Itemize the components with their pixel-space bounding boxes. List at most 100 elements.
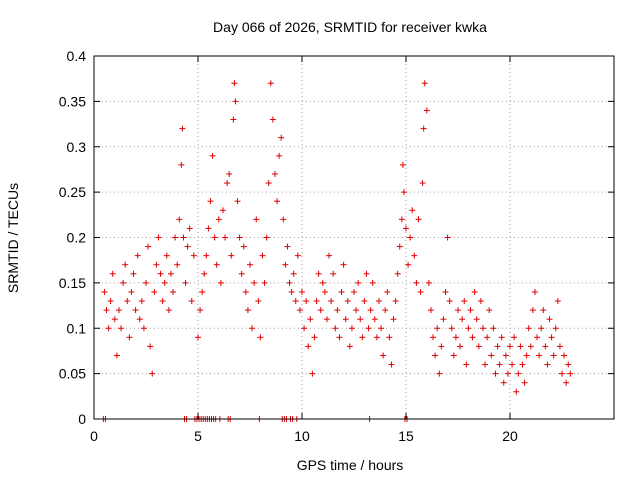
data-point [305, 343, 312, 350]
data-point [486, 307, 493, 314]
data-point [434, 325, 441, 332]
data-point [321, 288, 328, 295]
data-point [507, 343, 513, 350]
y-tick-label: 0.15 [59, 275, 86, 291]
data-point [301, 325, 308, 332]
data-point [178, 161, 185, 168]
data-point [384, 288, 391, 295]
data-point [344, 298, 351, 305]
data-point [126, 334, 133, 341]
data-point [330, 270, 337, 277]
data-point [479, 325, 486, 332]
data-point [328, 298, 335, 305]
data-point [490, 325, 497, 332]
data-point [238, 270, 245, 277]
grid [94, 56, 614, 419]
data-point [122, 261, 129, 268]
data-point [482, 361, 489, 368]
data-point [463, 361, 470, 368]
data-point [130, 270, 137, 277]
data-point [461, 298, 468, 305]
data-point [209, 152, 216, 159]
data-point [326, 252, 333, 259]
data-point [538, 325, 545, 332]
data-point [403, 225, 409, 232]
y-tick-label: 0.1 [67, 320, 87, 336]
data-point [467, 307, 474, 314]
data-point [317, 307, 324, 314]
data-point [513, 388, 520, 395]
chart-title: Day 066 of 2026, SRMTID for receiver kwk… [213, 19, 487, 35]
y-tick-label: 0.25 [59, 184, 86, 200]
data-point [332, 325, 339, 332]
data-point [348, 325, 355, 332]
data-point [109, 270, 116, 277]
data-point [567, 370, 574, 377]
data-point [207, 198, 214, 205]
data-point [103, 307, 110, 314]
data-point [184, 243, 191, 250]
data-point [477, 298, 484, 305]
data-point [438, 343, 445, 350]
data-point [407, 234, 414, 241]
data-point [552, 325, 559, 332]
data-point [469, 334, 476, 341]
data-point [307, 316, 314, 323]
data-point [253, 216, 260, 223]
data-point [415, 216, 422, 223]
data-point [215, 216, 222, 223]
data-point [375, 298, 382, 305]
data-point [205, 225, 212, 232]
data-point [236, 234, 243, 241]
data-point [396, 243, 403, 250]
data-point [371, 316, 378, 323]
x-tick-label: 20 [502, 428, 518, 444]
data-point [180, 234, 187, 241]
data-point [425, 279, 432, 286]
data-point [442, 288, 449, 295]
data-point [219, 207, 226, 214]
data-point [342, 316, 349, 323]
data-point [186, 225, 193, 232]
y-axis-label: SRMTID / TECUs [5, 183, 21, 293]
data-point [118, 325, 125, 332]
data-point [244, 307, 251, 314]
data-point [527, 343, 534, 350]
data-point [211, 234, 218, 241]
data-point [353, 307, 360, 314]
data-point [113, 352, 120, 359]
data-point [286, 279, 293, 286]
data-point [548, 334, 555, 341]
data-point [280, 216, 287, 223]
data-point [369, 279, 376, 286]
data-point [267, 80, 274, 87]
data-point [107, 298, 114, 305]
data-point [498, 334, 505, 341]
data-point [521, 379, 528, 386]
data-point [357, 316, 364, 323]
data-point [251, 279, 258, 286]
data-point [440, 316, 447, 323]
data-point [561, 352, 568, 359]
data-point [394, 270, 401, 277]
data-point [115, 307, 122, 314]
data-point [444, 234, 451, 241]
data-point [399, 161, 406, 168]
data-point [199, 288, 206, 295]
data-point [436, 370, 443, 377]
data-point [240, 243, 247, 250]
data-point [136, 316, 143, 323]
data-point [334, 307, 341, 314]
x-tick-label: 0 [90, 428, 98, 444]
x-tick-label: 10 [294, 428, 310, 444]
data-point [450, 352, 457, 359]
data-point [176, 216, 183, 223]
data-point [232, 98, 239, 105]
data-point [380, 352, 387, 359]
y-tick-label: 0.4 [67, 48, 87, 64]
data-point [147, 343, 154, 350]
data-point [504, 370, 511, 377]
data-point [311, 334, 318, 341]
data-point [323, 316, 330, 323]
